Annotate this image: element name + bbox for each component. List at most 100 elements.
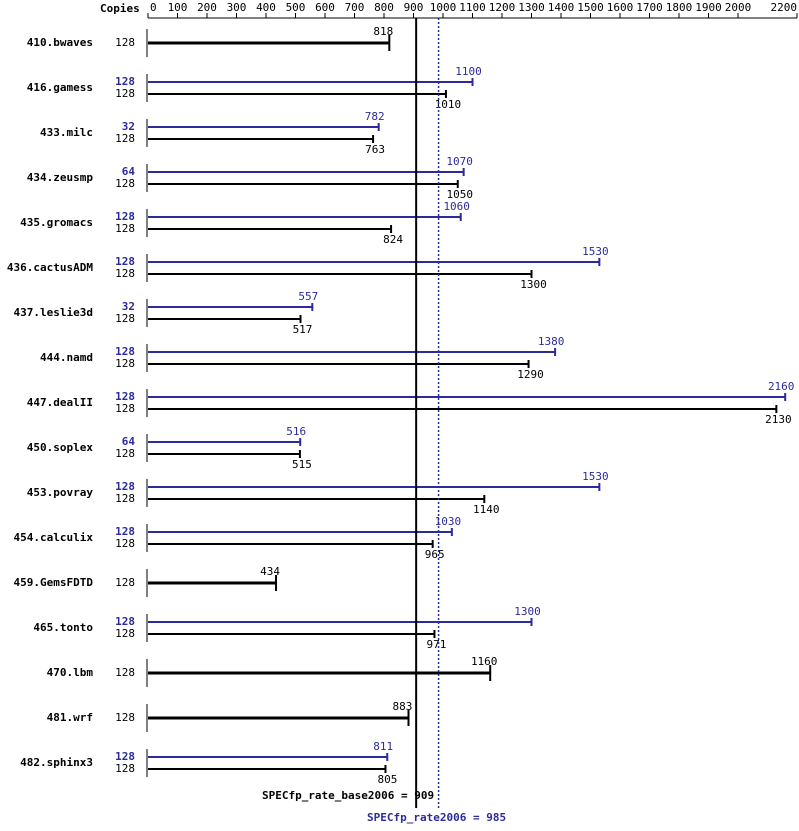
copies: 128 — [115, 447, 135, 460]
value-label: 1010 — [435, 98, 462, 111]
copies: 128 — [115, 627, 135, 640]
peak-copies: 128 — [115, 390, 135, 403]
benchmark-name: 433.milc — [40, 126, 93, 139]
value-label: 517 — [293, 323, 313, 336]
peak-value-label: 1070 — [446, 155, 473, 168]
benchmark-name: 410.bwaves — [27, 36, 93, 49]
peak-copies: 32 — [122, 300, 135, 313]
x-tick-label: 2000 — [725, 1, 752, 14]
peak-copies: 128 — [115, 345, 135, 358]
benchmark-name: 444.namd — [40, 351, 93, 364]
value-label: 763 — [365, 143, 385, 156]
copies: 128 — [115, 177, 135, 190]
value-label: 965 — [425, 548, 445, 561]
x-tick-label: 1800 — [666, 1, 693, 14]
peak-copies: 128 — [115, 525, 135, 538]
x-tick-label: 1300 — [518, 1, 545, 14]
benchmark-name: 482.sphinx3 — [20, 756, 93, 769]
x-tick-label: 700 — [345, 1, 365, 14]
benchmark-name: 434.zeusmp — [27, 171, 94, 184]
x-tick-label: 1600 — [607, 1, 634, 14]
benchmark-name: 470.lbm — [47, 666, 94, 679]
x-tick-label: 1200 — [489, 1, 516, 14]
copies: 128 — [115, 492, 135, 505]
peak-copies: 32 — [122, 120, 135, 133]
x-tick-label: 2200 — [771, 1, 798, 14]
peak-copies: 64 — [122, 165, 136, 178]
copies: 128 — [115, 357, 135, 370]
value-label: 2130 — [765, 413, 792, 426]
value-label: 434 — [260, 565, 280, 578]
value-label: 1140 — [473, 503, 500, 516]
benchmark-name: 465.tonto — [33, 621, 93, 634]
peak-value-label: 782 — [365, 110, 385, 123]
value-label: 971 — [427, 638, 447, 651]
value-label: 1300 — [520, 278, 547, 291]
benchmark-name: 436.cactusADM — [7, 261, 93, 274]
copies: 128 — [115, 222, 135, 235]
x-tick-label: 100 — [168, 1, 188, 14]
x-tick-label: 200 — [197, 1, 217, 14]
copies: 128 — [115, 666, 135, 679]
peak-value-label: 1380 — [538, 335, 565, 348]
copies-header: Copies — [100, 2, 140, 15]
copies: 128 — [115, 312, 135, 325]
peak-value-label: 1100 — [455, 65, 482, 78]
benchmark-name: 450.soplex — [27, 441, 94, 454]
peak-value-label: 1530 — [582, 470, 609, 483]
value-label: 1160 — [471, 655, 498, 668]
x-tick-label: 1500 — [577, 1, 604, 14]
peak-value-label: 1030 — [435, 515, 462, 528]
x-tick-label: 1700 — [636, 1, 663, 14]
peak-value-label: 811 — [373, 740, 393, 753]
value-label: 883 — [393, 700, 413, 713]
value-label: 515 — [292, 458, 312, 471]
peak-value-label: 557 — [298, 290, 318, 303]
peak-copies: 64 — [122, 435, 136, 448]
benchmark-name: 416.gamess — [27, 81, 93, 94]
copies: 128 — [115, 267, 135, 280]
x-tick-label: 0 — [150, 1, 157, 14]
x-tick-label: 800 — [374, 1, 394, 14]
x-tick-label: 900 — [404, 1, 424, 14]
peak-copies: 128 — [115, 480, 135, 493]
copies: 128 — [115, 537, 135, 550]
x-tick-label: 1000 — [430, 1, 457, 14]
x-tick-label: 300 — [227, 1, 247, 14]
x-tick-label: 1900 — [695, 1, 722, 14]
benchmark-name: 447.dealII — [27, 396, 93, 409]
value-label: 1290 — [517, 368, 544, 381]
peak-copies: 128 — [115, 75, 135, 88]
peak-value-label: 1060 — [443, 200, 470, 213]
peak-copies: 128 — [115, 255, 135, 268]
peak-copies: 128 — [115, 615, 135, 628]
copies: 128 — [115, 576, 135, 589]
x-tick-label: 400 — [256, 1, 276, 14]
benchmark-name: 453.povray — [27, 486, 94, 499]
x-tick-label: 1100 — [459, 1, 486, 14]
benchmark-name: 459.GemsFDTD — [14, 576, 94, 589]
benchmark-name: 437.leslie3d — [14, 306, 93, 319]
peak-value-label: 516 — [286, 425, 306, 438]
peak-copies: 128 — [115, 210, 135, 223]
benchmark-name: 454.calculix — [14, 531, 94, 544]
peak-value-label: 2160 — [768, 380, 795, 393]
copies: 128 — [115, 36, 135, 49]
x-tick-label: 600 — [315, 1, 335, 14]
copies: 128 — [115, 132, 135, 145]
value-label: 1050 — [447, 188, 474, 201]
benchmark-name: 435.gromacs — [20, 216, 93, 229]
copies: 128 — [115, 402, 135, 415]
peak-value-label: 1300 — [514, 605, 541, 618]
benchmark-name: 481.wrf — [47, 711, 93, 724]
peak-value-label: 1530 — [582, 245, 609, 258]
copies: 128 — [115, 87, 135, 100]
value-label: 805 — [378, 773, 398, 786]
x-tick-label: 500 — [286, 1, 306, 14]
copies: 128 — [115, 711, 135, 724]
copies: 128 — [115, 762, 135, 775]
base-reference-label: SPECfp_rate_base2006 = 909 — [262, 789, 434, 802]
peak-reference-label: SPECfp_rate2006 = 985 — [367, 811, 506, 824]
